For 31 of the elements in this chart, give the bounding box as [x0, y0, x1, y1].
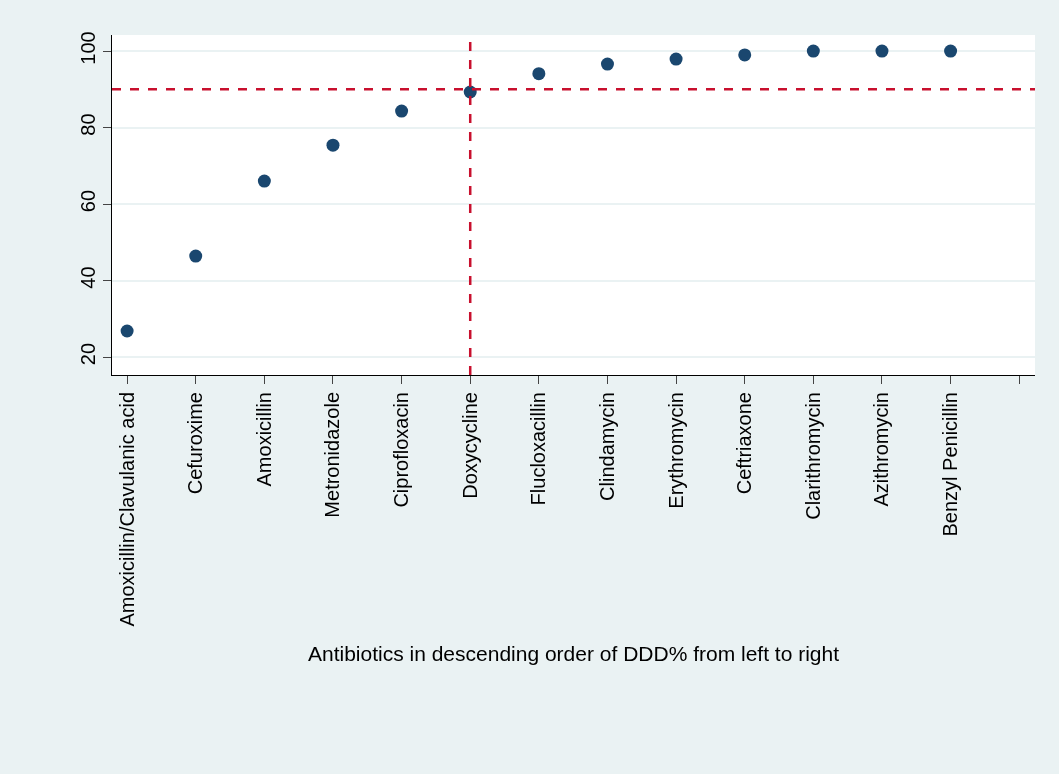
point [189, 249, 203, 263]
x-tick-label: Benzyl Penicillin [939, 392, 962, 537]
point [806, 44, 820, 58]
point [120, 324, 134, 338]
point [738, 48, 752, 62]
x-tick-label: Cefuroxime [184, 392, 207, 495]
x-tick-label: Metronidazole [321, 392, 344, 518]
x-tick-label: Doxycycline [458, 392, 481, 499]
y-tick-label: 20 [77, 342, 99, 366]
x-tick-label: Ceftriaxone [733, 392, 756, 495]
point [944, 44, 958, 58]
point [875, 44, 889, 58]
point [532, 67, 546, 81]
x-tick-label: Clarithromycin [801, 392, 824, 520]
y-tick-label: 100 [77, 31, 99, 65]
x-tick-label: Flucloxacillin [527, 392, 550, 506]
x-tick-label: Clindamycin [595, 392, 618, 501]
y-tick-label: 40 [77, 266, 99, 289]
x-tick-label: Erythromycin [664, 392, 687, 509]
point [669, 52, 683, 66]
x-axis-title: Antibiotics in descending order of DDD% from left to right [307, 641, 840, 665]
point [600, 57, 614, 71]
point [395, 104, 409, 118]
x-tick-label: Ciprofloxacin [390, 392, 413, 508]
point [326, 138, 340, 152]
y-tick-label: 80 [77, 113, 99, 136]
x-tick-label: Amoxicillin/Clavulanic acid [115, 392, 138, 627]
x-tick-label: Azithromycin [870, 392, 893, 507]
point [257, 174, 271, 188]
y-tick-label: 60 [77, 189, 99, 213]
x-tick-label: Amoxicillin [252, 392, 275, 487]
